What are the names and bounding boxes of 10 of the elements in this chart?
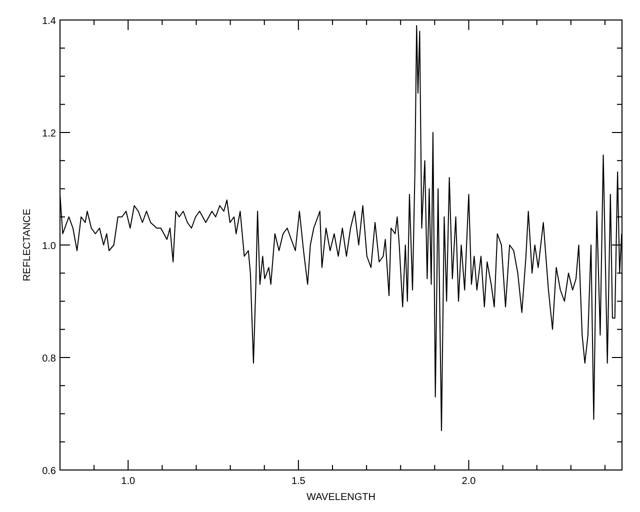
x-tick-label: 2.0	[462, 476, 476, 487]
x-tick-label: 1.0	[121, 476, 136, 487]
x-axis-title: WAVELENGTH	[306, 492, 376, 503]
y-tick-label: 1.2	[42, 128, 56, 140]
y-axis-title: REFLECTANCE	[22, 208, 33, 282]
y-tick-label: 0.6	[42, 466, 56, 477]
y-tick-label: 1.4	[42, 16, 56, 27]
y-tick-label: 0.8	[42, 354, 56, 364]
y-tick-label: 1.0	[42, 241, 56, 252]
x-tick-label: 1.5	[291, 476, 306, 487]
